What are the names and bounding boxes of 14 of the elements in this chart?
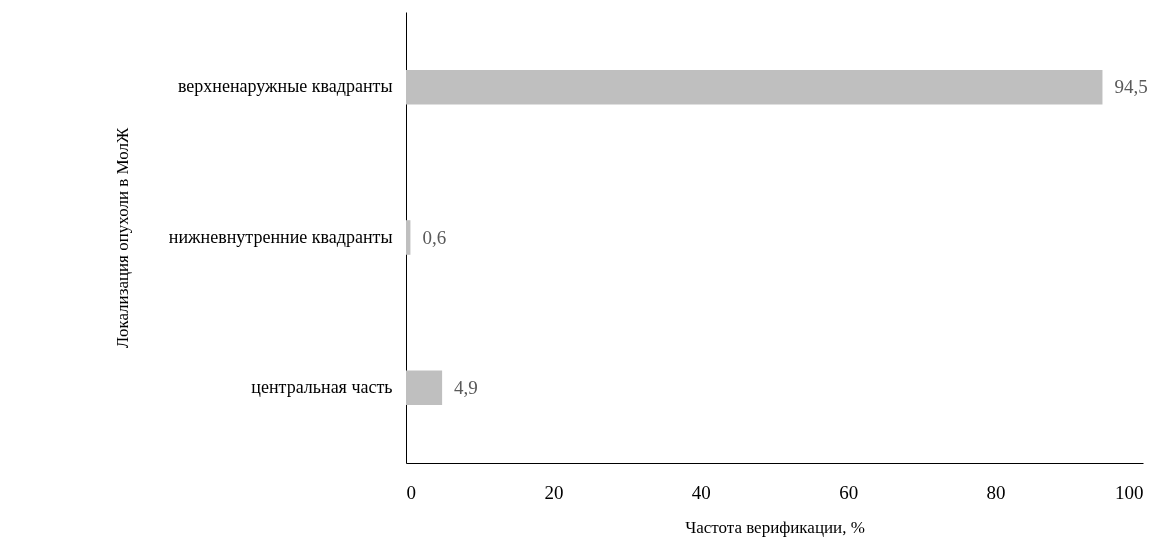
data-label: 94,5 [1114, 76, 1148, 98]
x-tick-label: 0 [406, 481, 416, 503]
x-tick-label: 40 [691, 481, 711, 503]
x-tick-label: 20 [544, 481, 564, 503]
x-axis-title: Частота верификации, % [685, 517, 865, 537]
y-axis-title: Локализация опухоли в МолЖ [112, 127, 132, 349]
x-tick-label: 80 [986, 481, 1006, 503]
data-label: 0,6 [422, 226, 447, 248]
y-tick-label: нижневнутренние квадранты [168, 226, 393, 247]
y-tick-label: центральная часть [251, 376, 393, 397]
data-label: 4,9 [454, 376, 478, 398]
x-tick-label: 100 [1115, 481, 1144, 503]
x-tick-label: 60 [839, 481, 859, 503]
y-tick-label: верхненаружные квадранты [177, 76, 393, 97]
